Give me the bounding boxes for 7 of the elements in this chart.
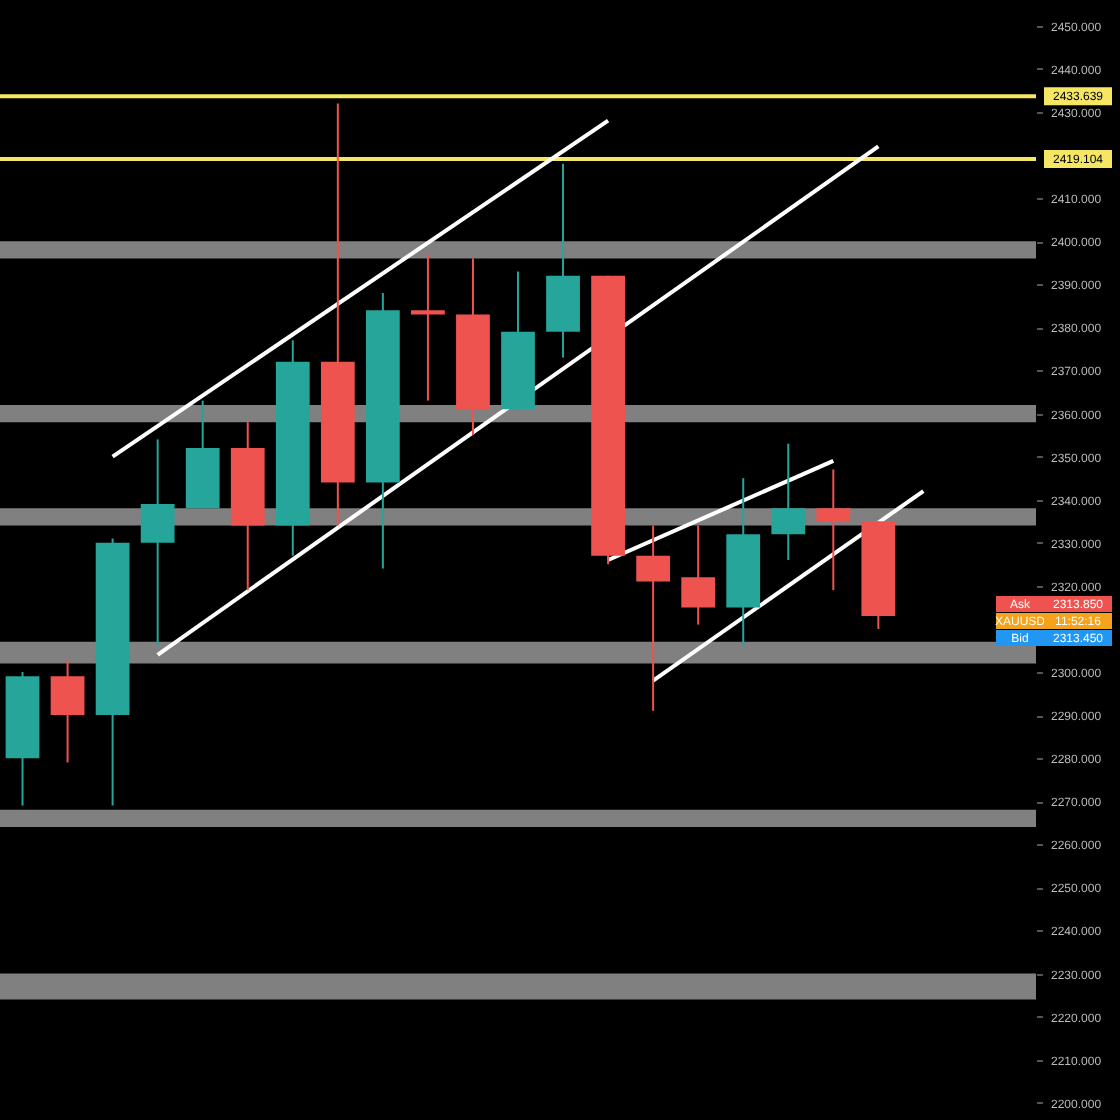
candlestick [771, 442, 806, 561]
candlestick [816, 468, 851, 592]
candlestick [50, 658, 85, 764]
candlestick [636, 524, 671, 712]
candlestick [411, 253, 445, 402]
candlestick [140, 438, 175, 648]
candlestick [681, 524, 716, 626]
